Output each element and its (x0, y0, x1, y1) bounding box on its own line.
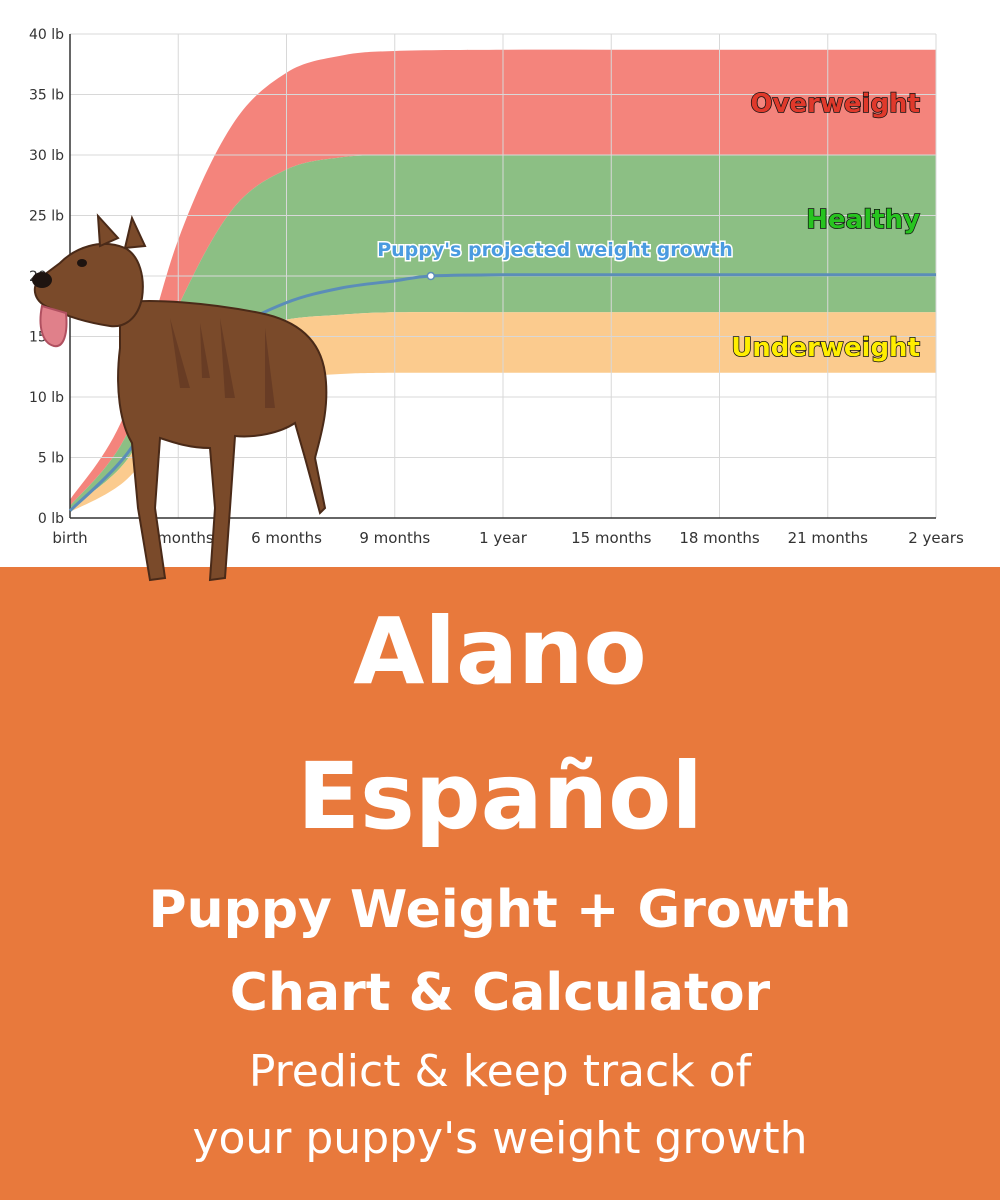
y-tick-label: 35 lb (29, 88, 64, 104)
x-tick-label: 21 months (788, 529, 869, 547)
label-healthy: Healthy (806, 205, 920, 235)
y-tick-label: 0 lb (38, 511, 64, 527)
x-tick-label: 18 months (679, 529, 760, 547)
heading-line-1: Puppy Weight + Growth (148, 880, 852, 940)
y-tick-label: 5 lb (38, 451, 64, 467)
title-banner: Alano Español Puppy Weight + Growth Char… (0, 567, 1000, 1200)
heading-line-2: Chart & Calculator (229, 963, 771, 1023)
x-tick-label: 1 year (479, 529, 528, 547)
label-growth: Puppy's projected weight growth (377, 239, 733, 261)
weight-chart: birth 3 months 6 months 9 months 1 year 15 mo… (0, 0, 1000, 567)
y-tick-label: 40 lb (29, 27, 64, 43)
breed-name-line-2: Español (297, 743, 703, 850)
x-tick-label: 2 years (908, 529, 964, 547)
y-tick-label: 10 lb (29, 390, 64, 406)
x-tick-label: birth (52, 529, 87, 547)
y-tick-label: 30 lb (29, 148, 64, 164)
x-tick-label: 9 months (359, 529, 430, 547)
breed-name-line-1: Alano (353, 598, 647, 705)
x-tick-label: 15 months (571, 529, 652, 547)
y-tick-label: 25 lb (29, 209, 64, 225)
x-tick-label: 6 months (251, 529, 322, 547)
dog-photo (32, 213, 328, 582)
subheading-line-2: your puppy's weight growth (192, 1113, 808, 1164)
label-underweight: Underweight (731, 333, 920, 363)
series-point-marker (426, 271, 436, 281)
subheading-line-1: Predict & keep track of (248, 1046, 752, 1097)
label-overweight: Overweight (750, 89, 920, 119)
